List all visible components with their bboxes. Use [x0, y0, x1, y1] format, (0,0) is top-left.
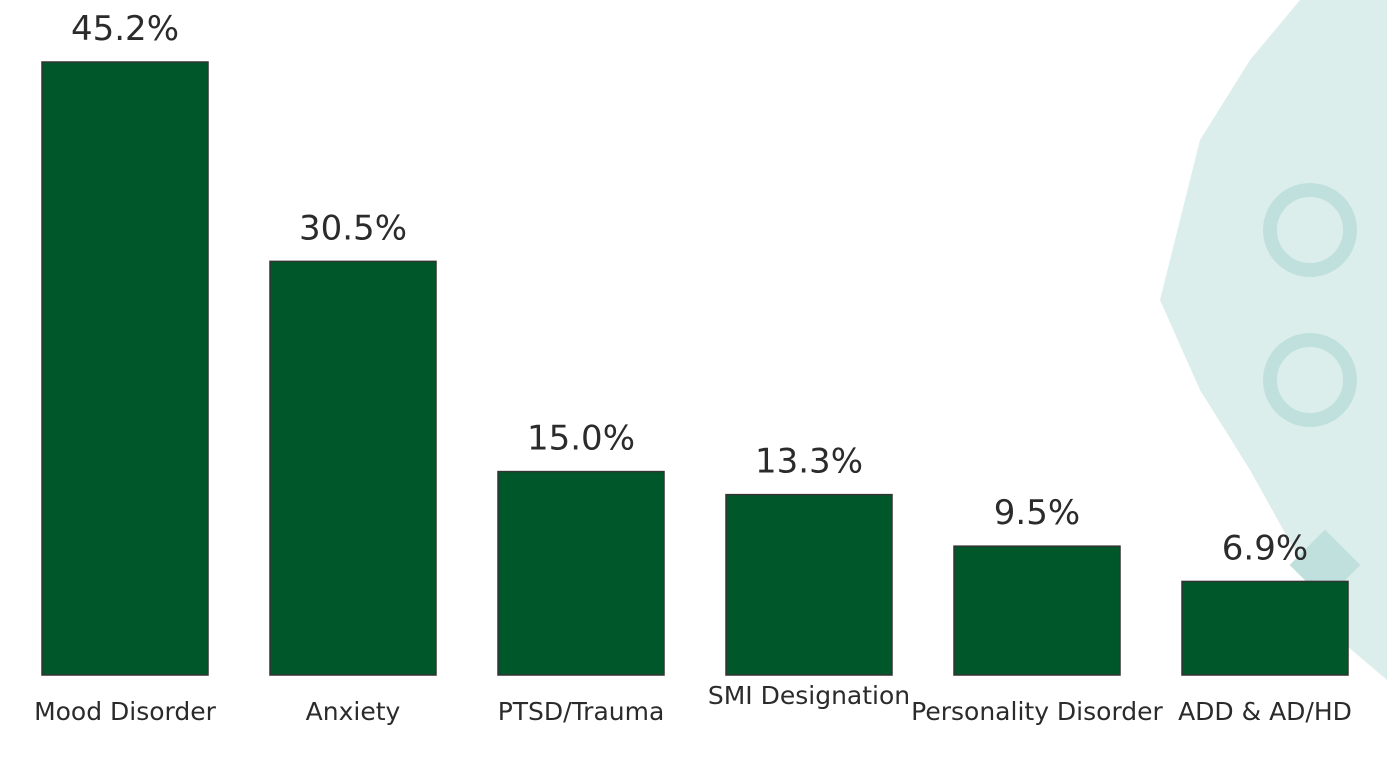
bar: [726, 495, 892, 675]
page: 45.2%30.5%15.0%13.3%9.5%6.9% (() => { co…: [0, 0, 1387, 765]
bar: [42, 62, 208, 675]
bar: [498, 472, 664, 675]
x-tick-label: PTSD/Trauma: [451, 696, 711, 728]
x-tick-label: SMI Designation: [679, 680, 939, 712]
x-tick-label: Mood Disorder: [0, 696, 255, 728]
bar: [954, 546, 1120, 675]
value-label: 9.5%: [994, 493, 1080, 533]
x-tick-label: Personality Disorder: [907, 696, 1167, 728]
value-label: 13.3%: [755, 442, 863, 482]
decoration: [1160, 0, 1387, 680]
bar: [1182, 581, 1348, 675]
x-tick-label: ADD & AD/HD: [1135, 696, 1387, 728]
x-tick-label: Anxiety: [223, 696, 483, 728]
value-label: 30.5%: [299, 208, 407, 248]
value-label: 45.2%: [71, 9, 179, 49]
bar: [270, 261, 436, 675]
value-label: 6.9%: [1222, 528, 1308, 568]
chart: 45.2% 30.5% 15.0% 13.3% 9.5% 6.9%: [0, 0, 1387, 765]
value-label: 15.0%: [527, 419, 635, 459]
